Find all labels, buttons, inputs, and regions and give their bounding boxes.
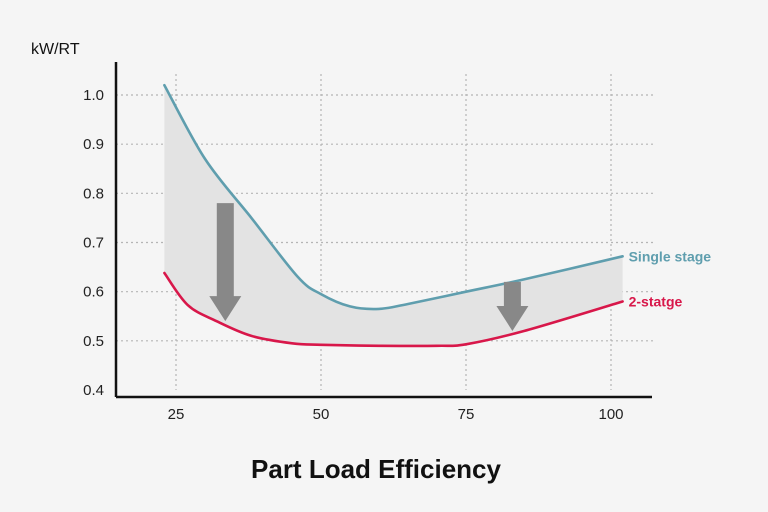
y-tick-label: 0.7 [83,235,104,252]
y-tick-label: 0.6 [83,284,104,301]
x-tick-label: 75 [458,406,475,423]
y-tick-label: 0.5 [83,333,104,350]
chart-title: Part Load Efficiency [251,454,501,484]
down-arrow-annotation [209,203,242,322]
two-stage-label: 2-statge [629,294,683,310]
y-axis-unit-label: kW/RT [31,41,80,58]
y-tick-label: 1.0 [83,87,104,104]
down-arrow-annotation [496,281,529,331]
x-tick-label: 50 [313,406,330,423]
single-stage-line [163,83,624,311]
x-tick-label: 25 [168,406,185,423]
efficiency-gap-area [164,85,623,346]
single-stage-label: Single stage [629,248,712,264]
y-tick-label: 0.9 [83,136,104,153]
y-tick-label: 0.8 [83,185,104,202]
x-tick-label: 100 [598,406,623,423]
two-stage-line [163,271,624,348]
y-tick-label: 0.4 [83,382,104,399]
